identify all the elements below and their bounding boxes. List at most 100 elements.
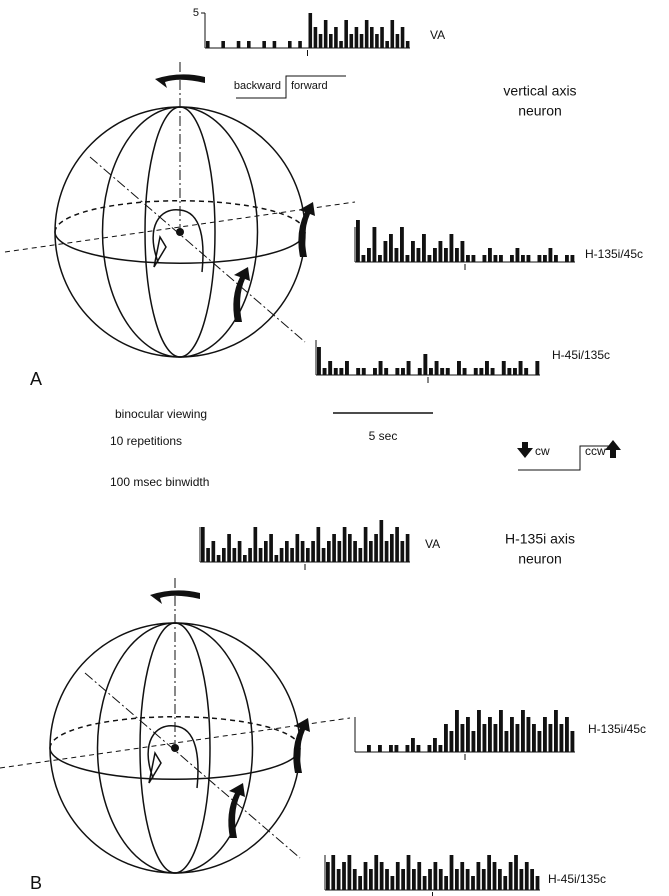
bar [379,862,384,890]
bar [444,248,448,262]
bar [279,548,284,562]
bar [326,862,330,890]
bar [499,710,503,752]
bar [332,534,336,562]
arrow-icon [517,442,533,458]
bar [352,869,357,890]
bar [429,368,433,375]
bar [400,27,405,48]
bar [427,255,432,262]
bird-beak [148,750,162,784]
bar [565,255,569,262]
bar [258,548,263,562]
bar [347,855,352,890]
bar [395,34,400,48]
bar [521,710,525,752]
bar [530,869,535,890]
bar [356,220,360,262]
bar [395,527,399,562]
bar [354,27,359,48]
bar [471,876,475,890]
bar [433,248,437,262]
bar [460,724,465,752]
bar [526,717,531,752]
bar [460,241,465,262]
rotation-arrow [228,783,245,838]
bar [348,534,352,562]
bar [503,876,508,890]
bar [548,724,553,752]
bar [455,869,459,890]
bar [247,41,251,48]
bar [554,710,558,752]
title: H-135i axis [505,531,575,547]
bar [518,361,523,375]
bar [401,869,406,890]
bar [390,876,395,890]
bar [243,555,247,562]
bar [471,255,476,262]
bar [501,361,506,375]
legend-step [236,75,346,99]
bird-eye [171,744,179,752]
bar [269,534,273,562]
legend-left: cw [535,444,550,458]
bar [499,255,503,262]
bar [519,869,524,890]
bar [416,248,421,262]
bar [372,227,377,262]
histogram-label: H-45i/135c [548,872,606,886]
bar [373,368,377,375]
bar [344,20,348,48]
bar [444,876,449,890]
bar [543,255,547,262]
bar [331,855,336,890]
equator-back [49,716,301,749]
equator-front [49,747,301,780]
note: 10 repetitions [110,434,182,448]
scale-label: 5 sec [369,429,398,443]
bar [537,731,542,752]
tick-label: 5 [193,7,199,19]
bar [449,731,454,752]
bar [221,41,225,48]
axis [4,201,356,253]
bar [328,361,333,375]
bar [329,34,333,48]
bar [290,548,294,562]
bar [359,34,364,48]
bar [264,541,268,562]
bar [361,255,366,262]
bar [504,731,509,752]
bar [375,34,379,48]
bar [438,745,443,752]
bar [543,717,547,752]
bar [385,41,389,48]
bar [322,368,327,375]
histogram-label: H-135i/45c [588,722,646,736]
bar [317,347,321,375]
bar [353,541,357,562]
bar [321,548,326,562]
bar [285,541,289,562]
bar [378,255,382,262]
axis [0,717,351,769]
bar [339,368,344,375]
bar [232,548,237,562]
bar [473,368,478,375]
bar [206,41,210,48]
bar [400,541,405,562]
title: vertical axis [503,83,576,99]
bar [400,227,404,262]
bar [272,41,277,48]
bar [405,745,410,752]
bar [471,731,476,752]
bar [433,738,437,752]
bar [485,361,489,375]
bar [411,241,415,262]
bar [367,745,371,752]
bar [532,724,536,752]
histogram-label: VA [430,28,445,42]
bar [422,234,426,262]
bar [537,255,542,262]
